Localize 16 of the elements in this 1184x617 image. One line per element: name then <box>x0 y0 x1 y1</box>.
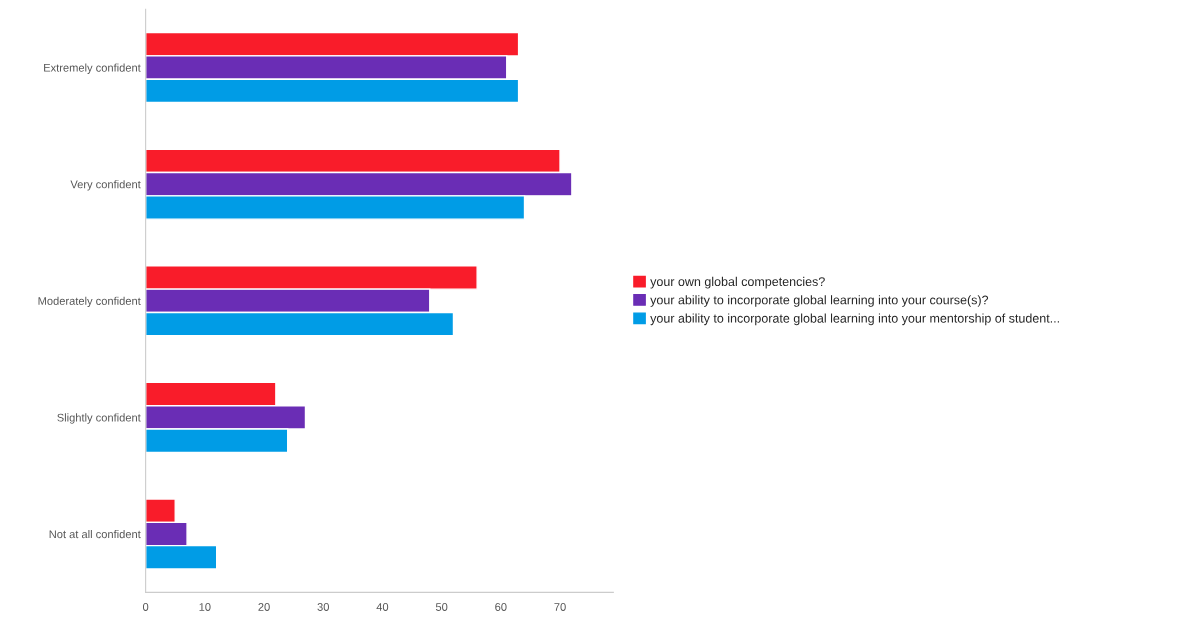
x-tick-label: 0 <box>142 603 149 611</box>
x-tick-label: 60 <box>495 603 507 611</box>
y-tick-label: Slightly confident <box>57 413 141 424</box>
y-tick-label: Extremely confident <box>44 63 141 74</box>
x-tick-label: 70 <box>554 603 566 611</box>
y-tick-label: Very confident <box>70 180 141 191</box>
legend-label: your own global competencies? <box>650 276 825 289</box>
y-tick-label: Moderately confident <box>38 296 141 308</box>
y-tick-label: Not at all confident <box>49 529 141 539</box>
legend-label: your ability to incorporate global learning into your course(s)? <box>650 295 989 307</box>
x-tick-label: 10 <box>199 603 211 611</box>
x-tick-label: 30 <box>317 603 329 611</box>
x-tick-label: 50 <box>435 603 448 611</box>
legend-label: your ability to incorporate global learning into your mentorship of student... <box>650 313 1059 326</box>
x-tick-label: 20 <box>258 603 270 611</box>
x-tick-label: 40 <box>376 603 389 611</box>
